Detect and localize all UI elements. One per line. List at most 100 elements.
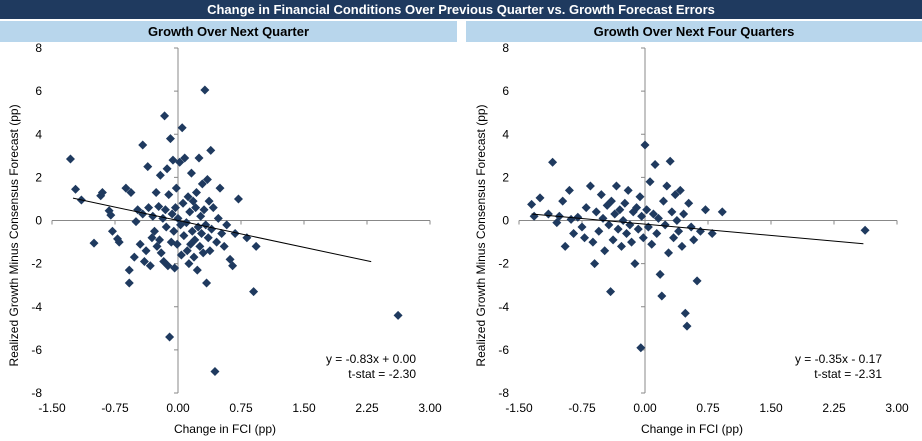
data-point [200, 85, 210, 95]
data-point [591, 207, 601, 217]
data-point [672, 216, 682, 225]
data-point [590, 259, 600, 269]
data-point [230, 228, 240, 238]
data-point [613, 224, 623, 234]
data-point [182, 246, 192, 256]
data-point [65, 154, 75, 164]
data-point [172, 239, 182, 249]
data-point [167, 209, 177, 219]
data-point [604, 220, 614, 230]
data-point [202, 175, 212, 185]
data-point [233, 194, 243, 204]
data-point [162, 164, 172, 174]
y-tick-label: 0 [502, 214, 509, 228]
x-axis-title: Change in FCI (pp) [174, 422, 276, 436]
y-tick-label: 4 [502, 127, 509, 141]
data-point [580, 233, 590, 243]
data-point [608, 235, 618, 245]
data-point [156, 248, 166, 258]
y-tick-label: 4 [35, 127, 42, 141]
data-point [222, 220, 232, 230]
data-point [249, 287, 259, 297]
data-point [653, 213, 663, 223]
data-point [144, 203, 154, 213]
data-point [692, 276, 702, 286]
data-point [616, 241, 626, 251]
data-point [163, 261, 173, 271]
data-point [197, 228, 207, 238]
data-point [195, 241, 205, 251]
data-point [640, 140, 650, 150]
data-point [215, 183, 225, 193]
data-point [97, 187, 107, 197]
data-point [131, 217, 141, 227]
data-point [170, 263, 180, 273]
data-point [186, 168, 196, 178]
x-tick-label: 3.00 [885, 401, 909, 415]
data-point [689, 235, 699, 245]
data-point [548, 157, 558, 167]
data-point [149, 226, 159, 236]
data-point [121, 183, 131, 193]
data-point [658, 196, 668, 206]
data-point [682, 321, 692, 331]
data-point [199, 205, 209, 215]
data-point [529, 211, 539, 221]
data-point [598, 213, 608, 223]
data-point [648, 209, 658, 219]
data-point [190, 235, 200, 245]
data-point [151, 187, 161, 197]
data-point [148, 211, 158, 221]
data-point [686, 222, 696, 232]
data-point [192, 265, 202, 275]
x-tick-label: 1.50 [759, 401, 783, 415]
data-point [860, 225, 870, 235]
data-point [204, 196, 214, 206]
data-point [114, 237, 124, 247]
x-tick-label: 0.75 [229, 401, 253, 415]
data-point [185, 207, 195, 217]
main-title: Change in Financial Conditions Over Prev… [0, 0, 922, 19]
data-point [124, 265, 134, 275]
data-point [679, 209, 689, 219]
data-point [228, 261, 238, 271]
data-point [177, 123, 187, 133]
regression-equation: y = -0.83x + 0.00 [326, 352, 416, 366]
y-tick-label: 2 [35, 170, 42, 184]
data-point [160, 111, 170, 121]
data-point [623, 185, 633, 195]
data-point [183, 192, 193, 202]
data-point [588, 237, 598, 247]
data-point [393, 310, 403, 320]
data-point [662, 181, 672, 191]
data-point [202, 278, 212, 288]
data-point [642, 205, 652, 215]
data-point [606, 196, 616, 206]
data-point [615, 205, 625, 215]
data-point [141, 246, 151, 256]
data-point [660, 220, 670, 230]
data-point [175, 157, 185, 167]
data-point [139, 256, 149, 266]
data-point [637, 211, 647, 221]
data-point [165, 134, 175, 144]
data-point [647, 239, 657, 249]
data-point [129, 252, 139, 262]
y-tick-label: -6 [498, 343, 509, 357]
data-point [674, 226, 684, 236]
data-point [197, 179, 207, 189]
data-point [627, 237, 637, 247]
data-point [625, 220, 635, 230]
data-point [700, 205, 710, 215]
data-point [219, 241, 229, 251]
x-tick-label: 3.00 [418, 401, 442, 415]
data-point [107, 226, 117, 236]
data-point [187, 226, 197, 236]
x-tick-label: 0.00 [633, 401, 657, 415]
data-point [667, 207, 677, 217]
data-point [695, 226, 705, 236]
data-point [145, 261, 155, 271]
data-point [657, 291, 667, 301]
right-panel-title: Growth Over Next Four Quarters [466, 21, 922, 42]
data-point [191, 187, 201, 197]
